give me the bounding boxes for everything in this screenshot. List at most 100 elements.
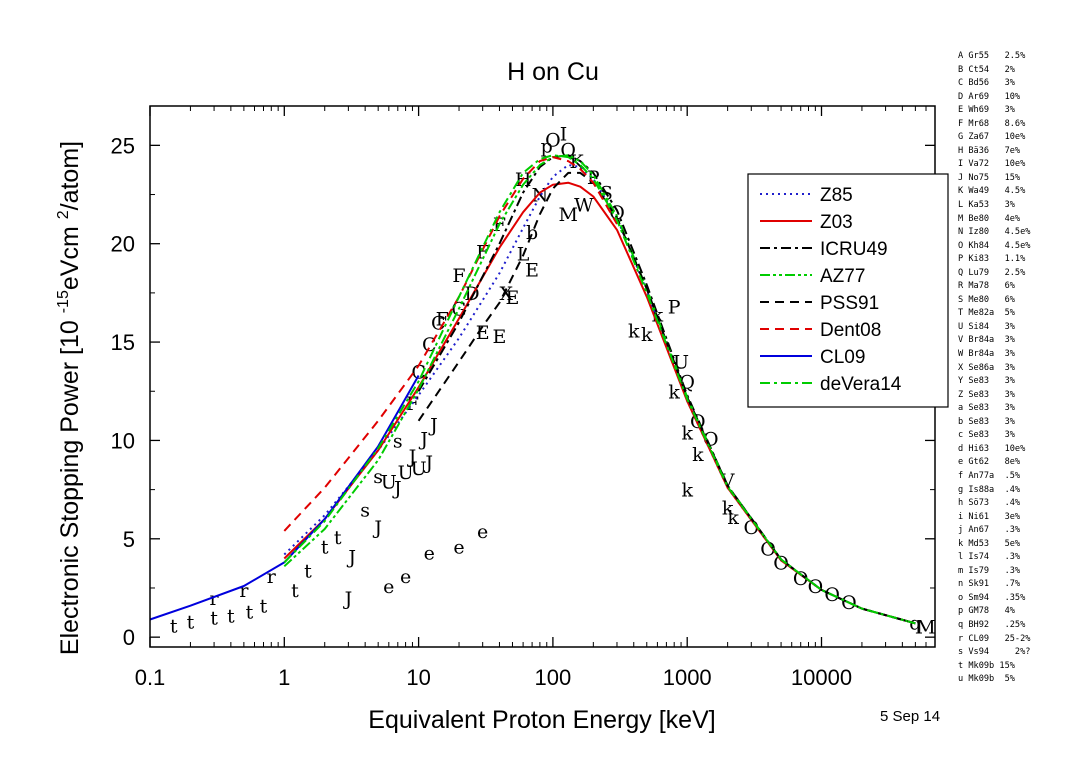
series-lines-layer — [149, 154, 916, 625]
data-point-mark: k — [668, 381, 680, 403]
reference-entry: q BH92 .25% — [958, 619, 1026, 630]
data-point-mark: J — [372, 517, 382, 539]
reference-entry: N Iz80 4.5e% — [958, 227, 1031, 238]
data-point-mark: e — [383, 576, 394, 598]
reference-entry: Y Se83 3% — [958, 376, 1015, 387]
reference-entry: O Kh84 4.5e% — [958, 240, 1031, 251]
data-point-mark: J — [346, 547, 356, 569]
y-label-sup-2: 2 — [55, 210, 72, 219]
reference-entry: Z Se83 3% — [958, 389, 1015, 400]
reference-entry: E Wh69 3% — [958, 105, 1015, 116]
data-point-mark: P — [668, 297, 681, 319]
reference-entry: W Br84a 3% — [958, 349, 1015, 360]
legend-box — [747, 173, 949, 408]
x-tick-label: 1000 — [663, 665, 712, 690]
chart-title: H on Cu — [507, 58, 599, 86]
reference-entry: C Bd56 3% — [958, 78, 1015, 89]
data-point-mark: e — [477, 521, 488, 543]
y-label-part-2: eVcm — [56, 219, 84, 290]
legend-label: ICRU49 — [820, 239, 888, 260]
legend-label: Z85 — [820, 185, 853, 206]
y-axis-label: Electronic Stopping Power [10 -15eVcm 2/… — [55, 141, 84, 655]
series-line — [417, 171, 916, 625]
data-point-mark: J — [418, 428, 428, 450]
y-label-part-3: /atom] — [56, 141, 84, 210]
reference-entry: X Se86a 3% — [958, 362, 1015, 373]
data-point-mark: O — [773, 552, 789, 574]
data-point-mark: E — [506, 287, 520, 309]
x-tick-label: 0.1 — [135, 665, 166, 690]
reference-entry: n Sk91 .7% — [958, 579, 1021, 590]
reference-entry: i Ni61 3e% — [958, 511, 1021, 522]
reference-entry: g Is88a .4% — [958, 484, 1021, 495]
y-tick-label: 5 — [123, 527, 135, 552]
reference-entry: e Gt62 8e% — [958, 457, 1021, 468]
series-line — [283, 156, 618, 532]
reference-entry: f An77a .5% — [958, 470, 1021, 481]
reference-entry: u Mk09b 5% — [958, 674, 1015, 685]
data-point-mark: k — [722, 497, 734, 519]
data-point-mark: t — [291, 580, 299, 602]
data-point-mark: O — [808, 576, 824, 598]
data-point-mark: J — [423, 452, 433, 474]
data-point-mark: O — [545, 129, 561, 151]
legend-items: Z85 Z03 ICRU49 AZ77 PSS91 Dent08 CL09 deVera14 — [760, 185, 902, 395]
data-point-mark: s — [360, 499, 370, 521]
data-point-mark: k — [727, 507, 739, 529]
data-point-mark: O — [793, 568, 809, 590]
legend-label: Z03 — [820, 212, 853, 233]
data-point-mark: J — [407, 446, 417, 468]
reference-entry: I Va72 10e% — [958, 159, 1026, 170]
legend-label: deVera14 — [820, 374, 902, 395]
axis-ticks-layer: 0.1 1 10 100 1000 10000 0 5 10 15 20 25 — [111, 106, 935, 690]
data-point-mark: k — [628, 320, 640, 342]
data-point-mark: s — [373, 466, 383, 488]
reference-entry: S Me80 6% — [958, 294, 1015, 305]
data-point-mark: t — [260, 596, 268, 618]
data-point-mark: t — [210, 607, 218, 629]
legend: Z85 Z03 ICRU49 AZ77 PSS91 Dent08 CL09 deVera14 — [747, 173, 949, 408]
data-point-mark: U — [398, 462, 414, 484]
reference-entry: o Sm94 .35% — [958, 592, 1026, 603]
data-point-mark: E — [476, 322, 490, 344]
reference-entry: U Si84 3% — [958, 321, 1015, 332]
legend-label: CL09 — [820, 347, 865, 368]
data-point-mark: k — [641, 324, 653, 346]
data-point-mark: M — [558, 204, 577, 226]
reference-entry: b Se83 3% — [958, 416, 1015, 427]
data-point-mark: e — [453, 537, 464, 559]
reference-list: A Gr55 2.5% B Ct54 2% C Bd56 3% D Ar69 10% E… — [958, 50, 1030, 687]
data-point-mark: e — [400, 566, 411, 588]
data-point-mark: I — [560, 124, 568, 146]
date-stamp: 5 Sep 14 — [880, 708, 941, 725]
reference-entry: p GM78 4% — [958, 606, 1015, 617]
reference-entry: K Wa49 4.5% — [958, 186, 1026, 197]
data-point-mark: U — [381, 472, 397, 494]
data-point-mark: t — [227, 606, 235, 628]
y-tick-label: 20 — [111, 232, 135, 257]
data-point-mark: r — [239, 580, 249, 602]
y-tick-label: 0 — [123, 625, 135, 650]
legend-label: AZ77 — [820, 266, 865, 287]
y-tick-label: 10 — [111, 428, 135, 453]
data-point-mark: r — [210, 588, 220, 610]
data-point-mark: O — [760, 539, 776, 561]
y-tick-label: 15 — [111, 330, 135, 355]
data-point-mark: t — [187, 611, 195, 633]
data-point-mark: t — [321, 537, 329, 559]
reference-entry: j An67 .3% — [958, 525, 1021, 536]
reference-entry: a Se83 3% — [958, 403, 1015, 414]
legend-label: Dent08 — [820, 320, 881, 341]
reference-entry: H Bä36 7e% — [958, 145, 1021, 156]
x-axis-label: Equivalent Proton Energy [keV] — [368, 706, 715, 734]
reference-entry: c Se83 3% — [958, 430, 1015, 441]
reference-entry: m Is79 .3% — [958, 565, 1021, 576]
y-tick-label: 25 — [111, 133, 135, 158]
reference-entry: D Ar69 10% — [958, 91, 1021, 102]
data-point-mark: p — [541, 135, 553, 157]
reference-entry: T Me82a 5% — [958, 308, 1015, 319]
reference-entry: B Ct54 2% — [958, 64, 1015, 75]
reference-entry: k Md53 5e% — [958, 538, 1021, 549]
x-tick-label: 10000 — [791, 665, 852, 690]
